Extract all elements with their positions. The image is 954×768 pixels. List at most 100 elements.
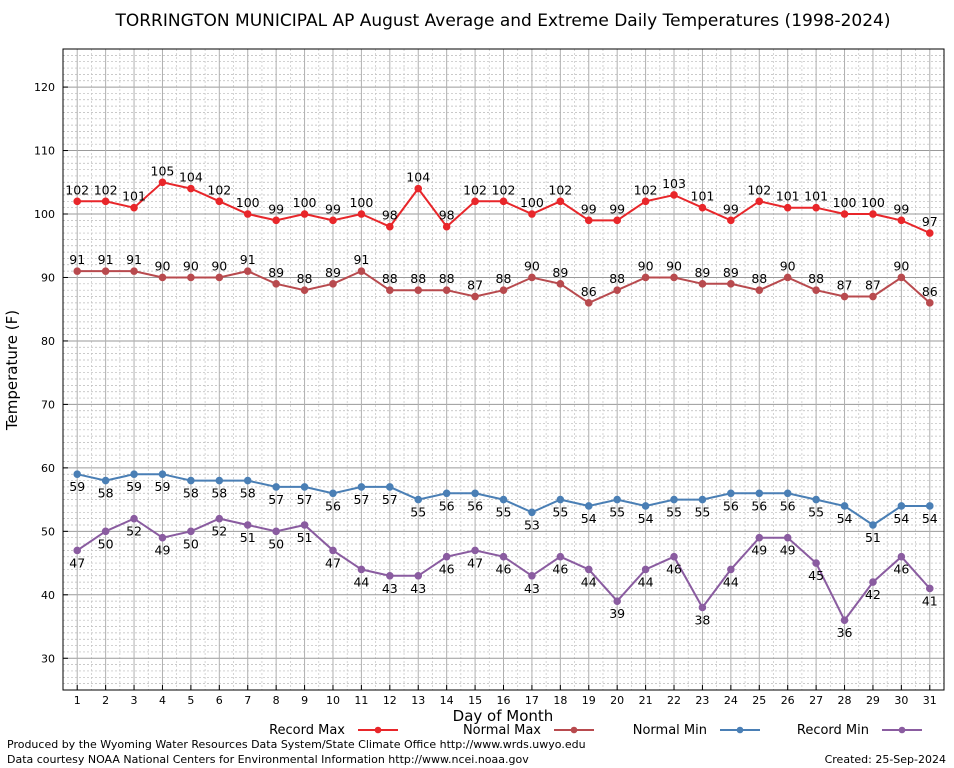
- normal-min-data-label: 56: [439, 498, 455, 513]
- normal-max-data-label: 90: [780, 258, 796, 273]
- record-min-data-label: 47: [69, 555, 85, 570]
- x-tick-label: 13: [411, 694, 425, 707]
- x-tick-label: 6: [216, 694, 223, 707]
- normal-max-data-label: 89: [325, 265, 341, 280]
- normal-min-data-label: 57: [353, 492, 369, 507]
- normal-min-data-label: 56: [780, 498, 796, 513]
- y-tick-label: 50: [41, 525, 55, 538]
- record-max-data-label: 102: [463, 182, 487, 197]
- record-min-point: [243, 521, 252, 529]
- normal-min-point: [101, 476, 110, 485]
- x-tick-label: 20: [610, 694, 624, 707]
- record-min-point: [187, 527, 195, 536]
- record-max-point: [613, 216, 621, 225]
- x-tick-label: 7: [244, 694, 251, 707]
- record-min-data-label: 42: [865, 587, 881, 602]
- normal-min-data-label: 51: [865, 530, 881, 545]
- record-max-point: [670, 191, 678, 199]
- y-tick-label: 70: [41, 398, 55, 411]
- record-min-data-label: 41: [922, 593, 938, 608]
- normal-min-data-label: 57: [297, 492, 313, 507]
- normal-min-point: [130, 470, 138, 479]
- record-max-point: [329, 216, 337, 225]
- record-min-point: [584, 565, 593, 574]
- normal-max-data-label: 88: [382, 271, 398, 286]
- normal-max-point: [243, 267, 252, 275]
- normal-max-point: [641, 273, 650, 282]
- record-max-point: [414, 184, 423, 193]
- normal-max-data-label: 90: [211, 258, 227, 273]
- normal-min-data-label: 55: [496, 505, 512, 520]
- x-tick-label: 25: [752, 694, 766, 707]
- record-min-data-label: 44: [638, 574, 654, 589]
- record-max-data-label: 99: [723, 201, 739, 216]
- x-tick-label: 28: [838, 694, 852, 707]
- normal-min-point: [357, 483, 366, 491]
- legend: Record Max Normal Max Normal Min Record Min: [269, 723, 922, 738]
- normal-min-point: [840, 502, 849, 510]
- record-max-data-label: 102: [207, 182, 231, 197]
- record-max-data-label: 98: [439, 208, 455, 223]
- record-min-data-label: 36: [837, 625, 853, 640]
- normal-max-data-label: 90: [524, 258, 540, 273]
- record-min-point: [442, 552, 451, 561]
- record-max-data-label: 100: [349, 195, 373, 210]
- normal-min-data-label: 55: [694, 505, 710, 520]
- record-min-data-label: 38: [694, 612, 710, 627]
- record-min-point: [755, 533, 764, 542]
- record-max-point: [840, 210, 849, 218]
- record-max-data-label: 99: [893, 201, 909, 216]
- record-max-point: [73, 197, 82, 206]
- normal-min-data-label: 55: [552, 505, 568, 520]
- record-max-data-label: 101: [776, 189, 800, 204]
- legend-marker-normal-max: [570, 726, 578, 734]
- normal-min-data-label: 55: [609, 505, 625, 520]
- normal-min-data-label: 58: [240, 486, 256, 501]
- record-max-point: [471, 197, 479, 206]
- normal-min-point: [670, 495, 678, 504]
- record-min-point: [272, 527, 280, 536]
- normal-max-point: [584, 299, 593, 307]
- normal-min-data-label: 59: [126, 479, 142, 494]
- x-tick-label: 14: [440, 694, 454, 707]
- normal-max-data-label: 88: [439, 271, 455, 286]
- record-max-point: [584, 216, 593, 225]
- normal-min-point: [613, 495, 621, 504]
- record-max-point: [499, 197, 508, 206]
- record-min-point: [925, 584, 934, 593]
- y-tick-label: 120: [34, 81, 55, 94]
- x-tick-label: 30: [894, 694, 908, 707]
- normal-min-data-label: 59: [155, 479, 171, 494]
- record-min-point: [812, 559, 820, 567]
- normal-max-data-label: 88: [410, 271, 426, 286]
- normal-min-data-label: 57: [382, 492, 398, 507]
- normal-min-data-label: 54: [837, 511, 853, 526]
- normal-max-data-label: 90: [155, 258, 171, 273]
- record-min-data-label: 43: [410, 581, 426, 596]
- record-max-data-label: 99: [581, 201, 597, 216]
- normal-max-data-label: 89: [694, 265, 710, 280]
- record-min-data-label: 52: [211, 524, 227, 539]
- record-min-point: [613, 597, 621, 605]
- record-max-point: [869, 210, 877, 218]
- record-min-point: [869, 578, 877, 586]
- legend-label-record-max: Record Max: [269, 723, 345, 738]
- normal-min-data-label: 56: [723, 498, 739, 513]
- normal-min-point: [783, 489, 792, 498]
- normal-max-point: [215, 273, 224, 282]
- record-min-point: [783, 533, 792, 542]
- record-min-data-label: 44: [353, 574, 369, 589]
- normal-max-data-label: 88: [751, 271, 767, 286]
- normal-min-data-label: 58: [98, 486, 114, 501]
- record-max-point: [187, 184, 195, 193]
- x-tick-label: 23: [695, 694, 709, 707]
- footer-credit-wrds: Produced by the Wyoming Water Resources …: [7, 738, 586, 751]
- chart-title: TORRINGTON MUNICIPAL AP August Average a…: [114, 11, 890, 31]
- record-max-data-label: 105: [151, 163, 175, 178]
- normal-min-data-label: 57: [268, 492, 284, 507]
- x-tick-label: 26: [781, 694, 795, 707]
- normal-min-point: [897, 502, 906, 510]
- x-tick-label: 11: [354, 694, 368, 707]
- normal-min-data-label: 55: [666, 505, 682, 520]
- record-min-data-label: 49: [155, 543, 171, 558]
